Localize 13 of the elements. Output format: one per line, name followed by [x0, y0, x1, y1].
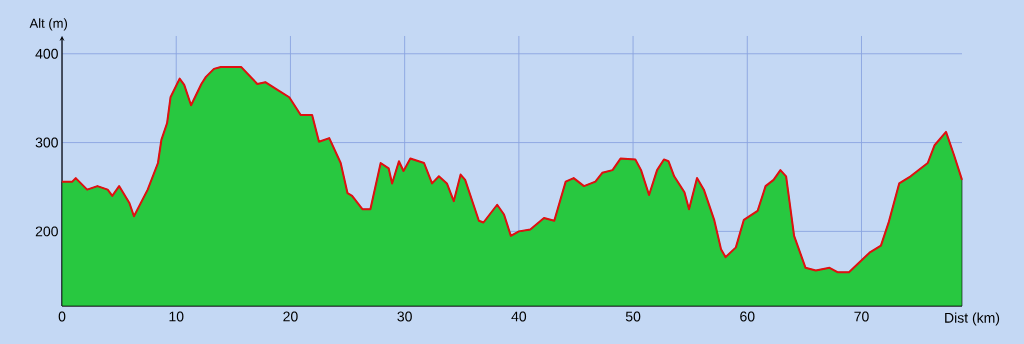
x-axis-title: Dist (km): [945, 312, 1000, 326]
y-axis-title: Alt (m): [29, 18, 68, 31]
x-tick-label: 0: [58, 311, 66, 322]
x-tick-label: 30: [397, 311, 412, 322]
x-tick-label: 50: [625, 311, 641, 322]
x-tick-label: 40: [511, 311, 527, 322]
y-tick-label: 300: [35, 137, 58, 148]
y-tick-label: 200: [35, 226, 58, 237]
x-tick-label: 10: [169, 311, 184, 322]
x-tick-label: 20: [283, 311, 298, 322]
x-tick-label: 70: [854, 311, 869, 322]
y-tick-label: 400: [35, 48, 58, 59]
x-tick-label: 60: [740, 311, 755, 322]
